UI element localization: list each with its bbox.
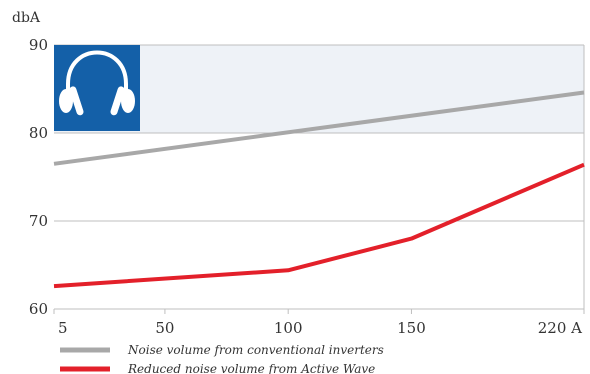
y-tick-labels: 60 70 80 90: [29, 36, 48, 318]
y-tick-70: 70: [29, 212, 48, 230]
x-tick-150: 150: [397, 319, 426, 337]
series-lines: [53, 90, 585, 289]
series-line-active-wave: [53, 162, 585, 289]
grid: [53, 44, 585, 314]
legend: Noise volume from conventional inverters…: [60, 343, 384, 374]
upper-band-fill: [54, 45, 584, 133]
legend-item-conventional: Noise volume from conventional inverters: [60, 343, 384, 357]
x-tick-100: 100: [274, 319, 303, 337]
headphones-icon: [54, 45, 140, 131]
x-tick-5: 5: [58, 319, 68, 337]
y-tick-60: 60: [29, 300, 48, 318]
y-tick-90: 90: [29, 36, 48, 54]
legend-label-conventional: Noise volume from conventional inverters: [127, 343, 384, 357]
y-tick-80: 80: [29, 124, 48, 142]
x-tick-labels: 5 50 100 150 220 A: [58, 319, 582, 337]
x-tick-50: 50: [155, 319, 174, 337]
y-axis-unit: dbA: [12, 10, 41, 26]
legend-item-active-wave: Reduced noise volume from Active Wave: [60, 362, 375, 374]
legend-label-active-wave: Reduced noise volume from Active Wave: [127, 362, 375, 374]
series-line-conventional: [53, 90, 585, 166]
x-tick-220: 220 A: [538, 319, 582, 337]
shaded-band: [54, 45, 584, 133]
